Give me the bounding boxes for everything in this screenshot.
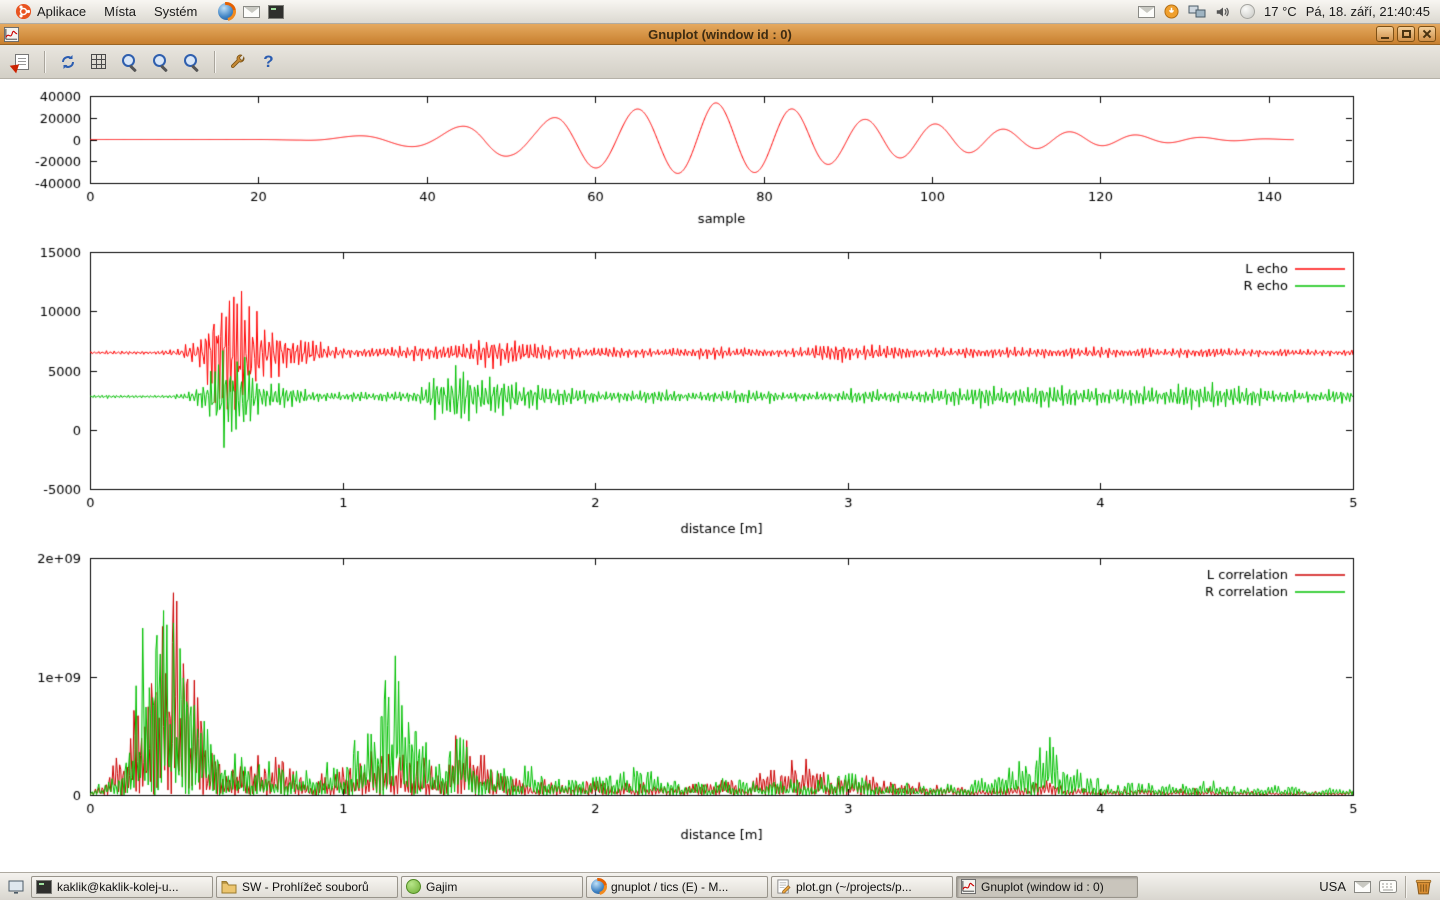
minimize-icon — [1381, 37, 1389, 39]
window-title: Gnuplot (window id : 0) — [648, 26, 792, 42]
autoscale-icon — [183, 53, 201, 71]
clock[interactable]: Pá, 18. září, 21:40:45 — [1305, 4, 1430, 19]
terminal-icon — [36, 879, 52, 894]
minimize-button[interactable] — [1376, 26, 1394, 42]
taskbar-item-label: kaklik@kaklik-kolej-u... — [57, 879, 179, 894]
network-icon — [1188, 5, 1206, 17]
network-monitor-applet[interactable] — [1188, 5, 1206, 19]
keyboard-icon — [1379, 880, 1397, 893]
grid-icon — [91, 54, 106, 69]
mail-launcher[interactable] — [243, 5, 261, 18]
toolbar-separator — [44, 50, 45, 73]
taskbar-item-file-browser[interactable]: SW - Prohlížeč souborů — [216, 875, 398, 898]
zoom-next-icon — [152, 53, 170, 71]
mail-tray-applet[interactable] — [1354, 880, 1371, 893]
replot-icon — [61, 54, 74, 69]
update-notifier-icon — [1164, 4, 1179, 19]
maximize-button[interactable] — [1397, 26, 1415, 42]
file-manager-icon — [221, 880, 237, 894]
applications-menu[interactable]: Aplikace — [6, 0, 95, 23]
firefox-icon — [218, 3, 236, 20]
gnuplot-plot-area — [0, 79, 1440, 872]
firefox-launcher[interactable] — [218, 3, 236, 20]
weather-icon[interactable] — [1240, 4, 1256, 19]
maximize-icon — [1401, 30, 1411, 38]
gajim-icon — [406, 879, 421, 894]
applications-menu-label: Aplikace — [37, 4, 87, 19]
taskbar-item-label: gnuplot / tics (E) - M... — [611, 879, 729, 894]
mail-tray-icon — [1138, 5, 1156, 18]
zoom-previous-button[interactable] — [116, 48, 143, 75]
taskbar-item-label: plot.gn (~/projects/p... — [796, 879, 912, 894]
config-button[interactable] — [224, 48, 251, 75]
close-button[interactable] — [1418, 26, 1436, 42]
system-menu-label: Systém — [153, 4, 198, 19]
volume-applet[interactable] — [1215, 4, 1231, 20]
close-icon — [1422, 29, 1432, 39]
show-desktop-button[interactable] — [4, 876, 28, 898]
toolbar-separator — [214, 50, 215, 73]
help-button[interactable]: ? — [255, 48, 282, 75]
taskbar: kaklik@kaklik-kolej-u... SW - Prohlížeč … — [0, 872, 1440, 900]
gnuplot-toolbar: ? — [0, 45, 1440, 79]
echo-chart — [0, 240, 1440, 540]
gnuplot-icon — [4, 26, 19, 42]
copy-to-clipboard-button[interactable] — [8, 48, 35, 75]
correlation-chart — [0, 548, 1440, 848]
terminal-icon — [268, 4, 285, 19]
volume-icon — [1216, 7, 1229, 16]
taskbar-item-label: Gnuplot (window id : 0) — [981, 879, 1104, 894]
panel-launchers — [218, 3, 285, 20]
show-desktop-icon — [8, 880, 24, 894]
terminal-launcher[interactable] — [268, 4, 285, 19]
trash-applet[interactable] — [1414, 877, 1433, 896]
taskbar-item-terminal[interactable]: kaklik@kaklik-kolej-u... — [31, 875, 213, 898]
tray-separator — [1405, 875, 1406, 898]
keyboard-applet[interactable] — [1379, 880, 1397, 893]
mail-icon — [1354, 880, 1371, 893]
chirp-signal-chart — [0, 86, 1440, 236]
firefox-icon — [591, 879, 606, 894]
taskbar-item-label: SW - Prohlížeč souborů — [242, 879, 369, 894]
zoom-next-button[interactable] — [147, 48, 174, 75]
system-menu[interactable]: Systém — [145, 0, 206, 23]
config-icon — [230, 54, 244, 68]
taskbar-tray: USA — [1319, 875, 1436, 898]
trash-icon — [1415, 879, 1432, 895]
mail-icon — [243, 5, 261, 18]
ubuntu-logo-icon — [15, 3, 32, 20]
places-menu-label: Místa — [104, 4, 136, 19]
taskbar-item-gnuplot[interactable]: Gnuplot (window id : 0) — [956, 875, 1138, 898]
autoscale-button[interactable] — [178, 48, 205, 75]
copy-icon — [14, 53, 29, 70]
replot-button[interactable] — [54, 48, 81, 75]
gnuplot-icon — [961, 879, 976, 894]
places-menu[interactable]: Místa — [95, 0, 145, 23]
taskbar-item-label: Gajim — [426, 879, 458, 894]
taskbar-item-editor[interactable]: plot.gn (~/projects/p... — [771, 875, 953, 898]
zoom-previous-icon — [121, 53, 139, 71]
taskbar-item-gajim[interactable]: Gajim — [401, 875, 583, 898]
gnuplot-window-titlebar[interactable]: Gnuplot (window id : 0) — [0, 24, 1440, 45]
gnome-top-panel: Aplikace Místa Systém 17 °C Pá, — [0, 0, 1440, 24]
keyboard-layout-indicator[interactable]: USA — [1319, 879, 1346, 894]
toggle-grid-button[interactable] — [85, 48, 112, 75]
temperature-label: 17 °C — [1264, 4, 1297, 19]
help-icon: ? — [263, 52, 274, 71]
panel-tray: 17 °C Pá, 18. září, 21:40:45 — [1138, 4, 1434, 20]
taskbar-item-firefox[interactable]: gnuplot / tics (E) - M... — [586, 875, 768, 898]
mail-tray-applet[interactable] — [1138, 5, 1156, 18]
text-editor-icon — [776, 879, 791, 894]
update-notifier-applet[interactable] — [1164, 4, 1179, 19]
